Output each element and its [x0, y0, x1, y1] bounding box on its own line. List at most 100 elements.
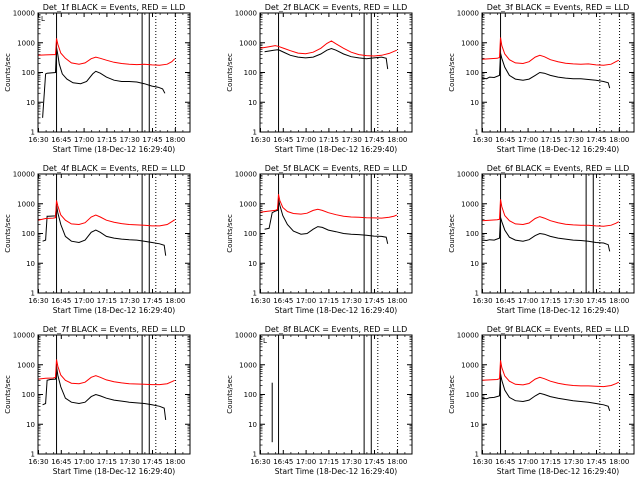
x-tick-label: 17:00	[296, 297, 316, 305]
series-line-events	[264, 199, 389, 244]
y-tick-label: 1	[475, 129, 479, 137]
y-tick-label: 10000	[235, 332, 257, 340]
y-tick-label: 1000	[461, 200, 479, 208]
x-tick-label: 16:30	[28, 458, 48, 466]
y-tick-label: 1000	[461, 361, 479, 369]
series-line-events	[481, 52, 611, 89]
x-tick-label: 17:00	[74, 297, 94, 305]
y-tick-label: 10000	[457, 10, 479, 18]
y-tick-label: 100	[244, 69, 257, 77]
panel-8: Det_8f BLACK = Events, RED = LLD Counts/s…	[226, 325, 413, 476]
y-tick-label: 10	[470, 260, 479, 268]
panel-5: Det_5f BLACK = Events, RED = LLD Counts/s…	[226, 164, 413, 315]
x-axis-label: Start Time (18-Dec-12 16:29:40)	[53, 145, 175, 154]
y-axis-label: Counts/sec	[226, 214, 234, 253]
panel-frame	[259, 12, 413, 133]
x-axis-label: Start Time (18-Dec-12 16:29:40)	[275, 467, 397, 476]
panel-title: Det_8f BLACK = Events, RED = LLD	[265, 325, 408, 334]
panel-title: Det_1f BLACK = Events, RED = LLD	[43, 3, 186, 12]
y-tick-label: 10000	[235, 10, 257, 18]
x-tick-label: 16:45	[51, 297, 71, 305]
y-tick-label: 10	[470, 421, 479, 429]
panel-6: Det_6f BLACK = Events, RED = LLD Counts/s…	[448, 164, 635, 315]
y-tick-label: 1000	[239, 200, 257, 208]
panel-title: Det_2f BLACK = Events, RED = LLD	[265, 3, 408, 12]
x-tick-label: 16:30	[250, 297, 270, 305]
y-tick-label: 100	[466, 230, 479, 238]
x-tick-label: 18:00	[609, 136, 629, 144]
x-tick-label: 16:45	[495, 458, 515, 466]
panel-7: Det_7f BLACK = Events, RED = LLD Counts/s…	[4, 325, 191, 476]
x-tick-label: 16:30	[28, 297, 48, 305]
panel-9: Det_9f BLACK = Events, RED = LLD Counts/s…	[448, 325, 635, 476]
x-tick-label: 17:30	[564, 136, 584, 144]
panel-frame	[37, 12, 191, 133]
y-tick-label: 1000	[17, 361, 35, 369]
x-tick-label: 17:30	[120, 458, 140, 466]
x-tick-label: 17:15	[97, 458, 117, 466]
x-tick-label: 17:45	[364, 458, 384, 466]
y-tick-label: 1000	[17, 39, 35, 47]
x-tick-label: 17:45	[586, 297, 606, 305]
x-tick-label: 17:45	[142, 297, 162, 305]
y-axis-label: Counts/sec	[226, 375, 234, 414]
series-line-events	[264, 47, 389, 70]
x-axis-label: Start Time (18-Dec-12 16:29:40)	[275, 145, 397, 154]
panel-title: Det_6f BLACK = Events, RED = LLD	[487, 164, 630, 173]
y-axis-label: Counts/sec	[448, 375, 456, 414]
y-tick-label: 1000	[239, 361, 257, 369]
y-tick-label: 100	[466, 391, 479, 399]
x-tick-label: 17:15	[97, 297, 117, 305]
series-line-lld	[37, 38, 176, 66]
y-tick-label: 10000	[235, 171, 257, 179]
panel-2: Det_2f BLACK = Events, RED = LLD Counts/s…	[226, 3, 413, 154]
series-line-events	[42, 366, 167, 420]
x-tick-label: 17:45	[364, 297, 384, 305]
x-tick-label: 18:00	[609, 297, 629, 305]
x-tick-label: 18:00	[165, 297, 185, 305]
panel-4: Det_4f BLACK = Events, RED = LLD Counts/s…	[4, 164, 191, 315]
series-line-lld	[259, 194, 397, 219]
series-line-lld	[481, 37, 620, 66]
panel-1: Det_1f BLACK = Events, RED = LLD Counts/s…	[4, 3, 191, 154]
y-tick-label: 100	[244, 230, 257, 238]
x-tick-label: 16:45	[51, 458, 71, 466]
x-tick-label: 16:45	[495, 297, 515, 305]
x-tick-label: 18:00	[165, 136, 185, 144]
y-tick-label: 1000	[17, 200, 35, 208]
panel-title: Det_9f BLACK = Events, RED = LLD	[487, 325, 630, 334]
series-line-lld	[37, 359, 176, 386]
x-tick-label: 17:30	[342, 297, 362, 305]
y-tick-label: 1	[31, 451, 35, 459]
x-tick-label: 17:00	[74, 458, 94, 466]
y-tick-label: 10	[26, 421, 35, 429]
y-tick-label: 10000	[13, 332, 35, 340]
x-axis-label: Start Time (18-Dec-12 16:29:40)	[275, 306, 397, 315]
y-axis-label: Counts/sec	[4, 375, 12, 414]
series-line-lld	[481, 199, 620, 227]
x-tick-label: 17:30	[120, 297, 140, 305]
x-tick-label: 16:30	[250, 136, 270, 144]
y-tick-label: 10	[470, 99, 479, 107]
x-tick-label: 17:45	[586, 458, 606, 466]
panel-flag-text: L	[41, 15, 45, 23]
x-tick-label: 18:00	[165, 458, 185, 466]
panel-flag-text: L	[263, 337, 267, 345]
y-axis-label: Counts/sec	[448, 214, 456, 253]
x-tick-label: 17:00	[296, 136, 316, 144]
x-tick-label: 17:00	[518, 458, 538, 466]
x-tick-label: 17:45	[142, 458, 162, 466]
x-tick-label: 16:45	[51, 136, 71, 144]
series-line-lld	[259, 40, 397, 57]
y-tick-label: 100	[22, 391, 35, 399]
panel-frame	[37, 173, 191, 294]
y-tick-label: 10	[26, 99, 35, 107]
x-axis-label: Start Time (18-Dec-12 16:29:40)	[53, 306, 175, 315]
x-tick-label: 17:00	[296, 458, 316, 466]
y-axis-label: Counts/sec	[226, 53, 234, 92]
panel-title: Det_4f BLACK = Events, RED = LLD	[43, 164, 186, 173]
y-tick-label: 1	[253, 129, 257, 137]
y-tick-label: 1	[475, 290, 479, 298]
